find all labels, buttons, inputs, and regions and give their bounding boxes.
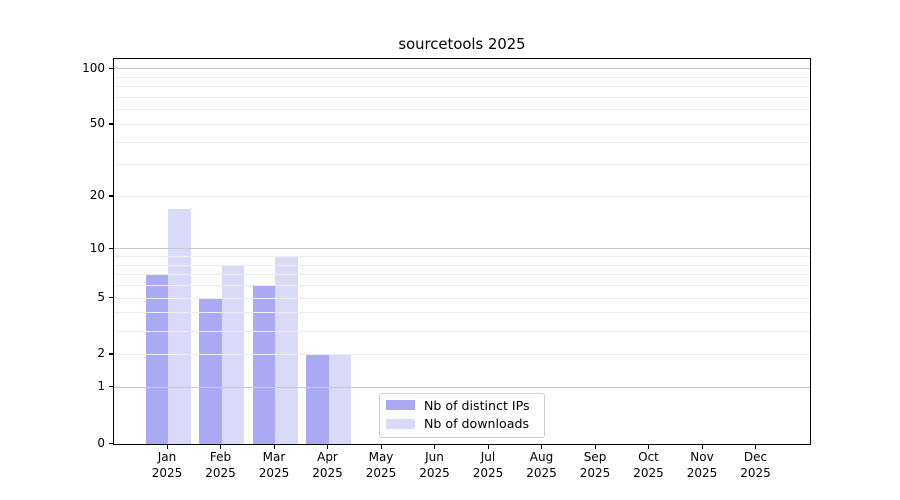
bar-distinct-ips-apr bbox=[306, 354, 329, 444]
bar-downloads-apr bbox=[328, 354, 351, 444]
y-axis-tick-20 bbox=[108, 195, 113, 197]
bar-downloads-feb bbox=[221, 265, 244, 444]
gridline-minor-90 bbox=[114, 76, 810, 78]
legend-swatch-distinct-ips-icon bbox=[386, 400, 415, 411]
y-axis-tick-2 bbox=[108, 353, 113, 355]
plot-area bbox=[113, 58, 811, 445]
x-axis-tick-mar bbox=[273, 444, 275, 449]
bar-downloads-mar bbox=[275, 257, 298, 444]
x-axis-tick-feb bbox=[220, 444, 222, 449]
y-axis-tick-50 bbox=[108, 123, 113, 125]
y-axis-tick-5 bbox=[108, 297, 113, 299]
legend-entry-distinct-ips: Nb of distinct IPs bbox=[380, 396, 544, 415]
legend: Nb of distinct IPs Nb of downloads bbox=[379, 393, 545, 438]
y-axis-tick-label-10: 10 bbox=[89, 240, 105, 255]
x-axis-tick-oct bbox=[648, 444, 650, 449]
y-axis-tick-100 bbox=[108, 67, 113, 70]
y-axis-tick-label-1: 1 bbox=[97, 379, 105, 394]
x-axis-tick-label-jun: Jun 2025 bbox=[419, 450, 450, 480]
bar-distinct-ips-mar bbox=[252, 286, 275, 444]
y-axis-tick-1 bbox=[108, 386, 113, 388]
y-axis-tick-label-5: 5 bbox=[97, 290, 105, 305]
y-axis-tick-0 bbox=[108, 442, 113, 444]
x-axis-tick-label-mar: Mar 2025 bbox=[258, 450, 290, 480]
y-axis-tick-label-100: 100 bbox=[82, 60, 105, 75]
legend-label-downloads: Nb of downloads bbox=[424, 416, 530, 432]
x-axis-tick-may bbox=[380, 444, 382, 449]
legend-entry-downloads: Nb of downloads bbox=[380, 415, 544, 434]
x-axis-tick-label-apr: Apr 2025 bbox=[312, 450, 343, 480]
bar-distinct-ips-feb bbox=[199, 298, 222, 444]
x-axis-tick-dec bbox=[755, 444, 757, 449]
gridline-minor-3 bbox=[114, 330, 810, 332]
gridline-minor-60 bbox=[114, 109, 810, 111]
x-axis-tick-label-nov: Nov 2025 bbox=[686, 450, 718, 480]
gridline-minor-7 bbox=[114, 274, 810, 276]
gridline-minor-6 bbox=[114, 285, 810, 287]
gridline-major-10 bbox=[114, 248, 810, 250]
y-axis-tick-label-0: 0 bbox=[97, 435, 105, 450]
x-axis-tick-label-jul: Jul 2025 bbox=[472, 450, 504, 480]
x-axis-tick-label-sep: Sep 2025 bbox=[579, 450, 611, 480]
x-axis-tick-jul bbox=[487, 444, 489, 449]
gridline-minor-9 bbox=[114, 256, 810, 258]
gridline-minor-4 bbox=[114, 312, 810, 314]
x-axis-tick-jun bbox=[434, 444, 436, 449]
gridline-major-1 bbox=[114, 386, 810, 388]
gridline-minor-2 bbox=[114, 353, 810, 355]
x-axis-tick-label-feb: Feb 2025 bbox=[205, 450, 236, 480]
gridline-minor-50 bbox=[114, 123, 810, 125]
y-axis-tick-10 bbox=[108, 247, 113, 250]
x-axis-tick-apr bbox=[327, 444, 329, 449]
gridline-major-100 bbox=[114, 68, 810, 70]
x-axis-tick-label-jan: Jan 2025 bbox=[151, 450, 183, 480]
gridline-minor-70 bbox=[114, 97, 810, 98]
y-axis-tick-label-20: 20 bbox=[89, 188, 105, 203]
x-axis-tick-label-dec: Dec 2025 bbox=[740, 450, 771, 480]
gridline-minor-20 bbox=[114, 195, 810, 197]
bar-downloads-jan bbox=[168, 209, 191, 444]
bar-distinct-ips-jan bbox=[145, 275, 168, 444]
x-axis-tick-label-aug: Aug 2025 bbox=[526, 450, 557, 480]
legend-swatch-downloads-icon bbox=[386, 418, 415, 429]
x-axis-tick-aug bbox=[541, 444, 543, 449]
x-axis-tick-jan bbox=[166, 444, 168, 449]
x-axis-tick-nov bbox=[701, 444, 703, 449]
gridline-minor-80 bbox=[114, 86, 810, 88]
x-axis-tick-label-may: May 2025 bbox=[365, 450, 397, 480]
y-axis-tick-label-50: 50 bbox=[89, 116, 105, 131]
gridline-minor-8 bbox=[114, 264, 810, 266]
x-axis-tick-label-oct: Oct 2025 bbox=[633, 450, 664, 480]
y-axis-tick-label-2: 2 bbox=[97, 346, 105, 361]
gridline-minor-5 bbox=[114, 297, 810, 299]
legend-label-distinct-ips: Nb of distinct IPs bbox=[424, 397, 530, 413]
x-axis-tick-sep bbox=[594, 444, 596, 449]
gridline-minor-40 bbox=[114, 141, 810, 143]
gridline-minor-30 bbox=[114, 164, 810, 166]
chart-title: sourcetools 2025 bbox=[398, 36, 526, 53]
